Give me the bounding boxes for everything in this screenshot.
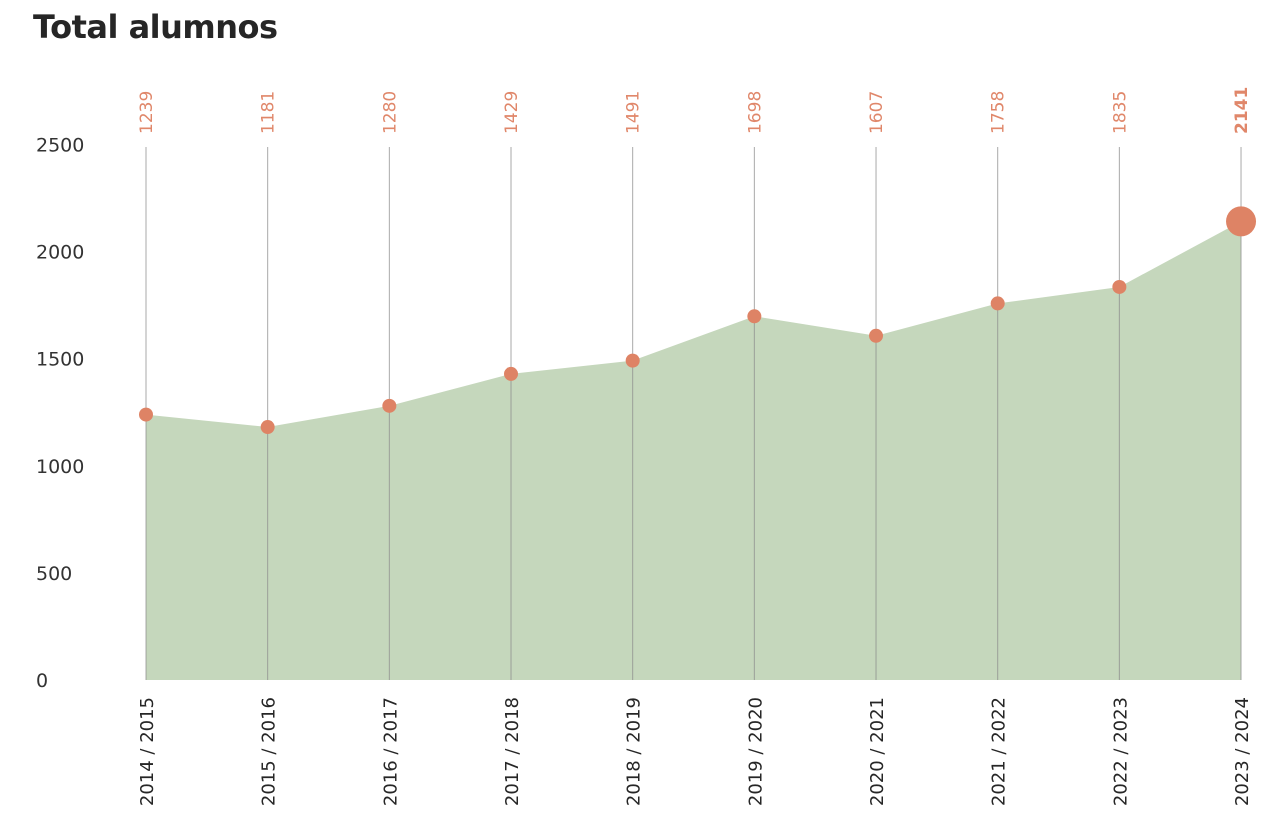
x-tick-label: 2017 / 2018 [502,697,523,806]
data-markers [139,206,1257,435]
data-marker [1112,279,1127,294]
x-tick-label: 2018 / 2019 [624,697,645,806]
data-labels: 1239 1181 1280 1429 1491 1698 1607 1758 1835 2141 [137,87,1252,134]
y-tick-label: 0 [36,670,48,692]
data-label: 2141 [1232,87,1252,134]
data-marker [504,366,519,381]
data-marker [139,407,153,422]
area-series [146,221,1242,680]
data-marker [382,398,397,413]
data-label: 1607 [867,91,887,134]
data-label: 1758 [989,91,1009,134]
y-tick-label: 1000 [36,456,84,478]
data-label: 1491 [624,91,644,134]
data-label: 1835 [1110,91,1130,134]
data-marker [990,296,1005,311]
data-label: 1698 [745,91,765,134]
data-label: 1429 [502,91,522,134]
data-label: 1280 [380,91,400,134]
x-axis: 2014 / 2015 2015 / 2016 2016 / 2017 2017 / … [137,697,1253,806]
x-tick-label: 2023 / 2024 [1232,697,1253,806]
data-marker [260,420,275,435]
x-tick-label: 2015 / 2016 [259,697,280,806]
x-tick-label: 2022 / 2023 [1110,697,1131,806]
y-tick-label: 2500 [36,135,84,157]
x-tick-label: 2021 / 2022 [989,697,1010,806]
y-axis: 0 500 1000 1500 2000 2500 [36,135,84,693]
highlight-marker [1226,206,1257,237]
data-label: 1239 [137,91,157,134]
data-marker [869,328,884,343]
data-marker [747,309,762,324]
x-tick-label: 2019 / 2020 [745,697,766,806]
chart-title: Total alumnos [33,8,278,46]
x-tick-label: 2020 / 2021 [867,697,888,806]
y-tick-label: 500 [36,563,72,585]
y-tick-label: 2000 [36,242,84,264]
data-label: 1181 [259,91,279,134]
y-tick-label: 1500 [36,349,84,371]
x-tick-label: 2014 / 2015 [137,697,158,806]
x-tick-label: 2016 / 2017 [380,697,401,806]
drop-lines [145,147,1242,680]
data-marker [625,353,640,368]
